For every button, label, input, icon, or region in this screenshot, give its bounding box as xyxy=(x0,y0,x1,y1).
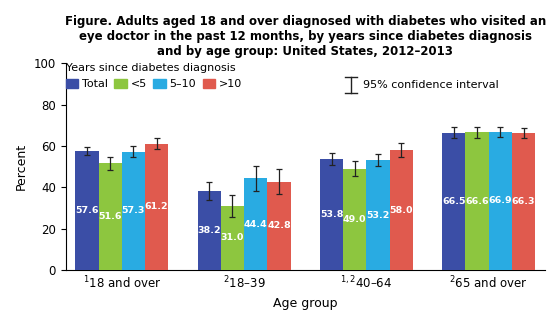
Bar xyxy=(75,151,99,270)
Bar xyxy=(512,133,535,270)
Bar xyxy=(465,132,489,270)
Bar xyxy=(320,159,343,270)
Text: 57.3: 57.3 xyxy=(122,206,145,215)
Text: 95% confidence interval: 95% confidence interval xyxy=(363,80,498,90)
Legend: Total, <5, 5–10, >10: Total, <5, 5–10, >10 xyxy=(66,63,242,89)
Y-axis label: Percent: Percent xyxy=(15,143,28,190)
Text: 38.2: 38.2 xyxy=(198,226,221,235)
Bar xyxy=(99,163,122,270)
Text: 61.2: 61.2 xyxy=(145,202,169,211)
X-axis label: Age group: Age group xyxy=(273,297,338,310)
Bar xyxy=(145,144,168,270)
Text: 44.4: 44.4 xyxy=(244,220,268,228)
Text: 66.3: 66.3 xyxy=(512,197,535,206)
Text: 66.5: 66.5 xyxy=(442,197,465,206)
Title: Figure. Adults aged 18 and over diagnosed with diabetes who visited an
eye docto: Figure. Adults aged 18 and over diagnose… xyxy=(64,15,546,58)
Bar xyxy=(122,151,145,270)
Text: 53.2: 53.2 xyxy=(366,211,390,219)
Text: 49.0: 49.0 xyxy=(343,215,367,224)
Bar xyxy=(267,182,291,270)
Text: 66.9: 66.9 xyxy=(488,196,512,205)
Bar xyxy=(442,133,465,270)
Bar xyxy=(390,150,413,270)
Bar xyxy=(198,191,221,270)
Text: 42.8: 42.8 xyxy=(267,221,291,230)
Text: 53.8: 53.8 xyxy=(320,210,343,219)
Text: 31.0: 31.0 xyxy=(221,233,244,242)
Bar xyxy=(366,160,390,270)
Text: 51.6: 51.6 xyxy=(99,212,122,221)
Text: 58.0: 58.0 xyxy=(390,205,413,214)
Text: 57.6: 57.6 xyxy=(75,206,99,215)
Bar xyxy=(343,169,366,270)
Bar xyxy=(489,132,512,270)
Bar xyxy=(244,178,267,270)
Text: 66.6: 66.6 xyxy=(465,197,489,206)
Bar xyxy=(221,206,244,270)
